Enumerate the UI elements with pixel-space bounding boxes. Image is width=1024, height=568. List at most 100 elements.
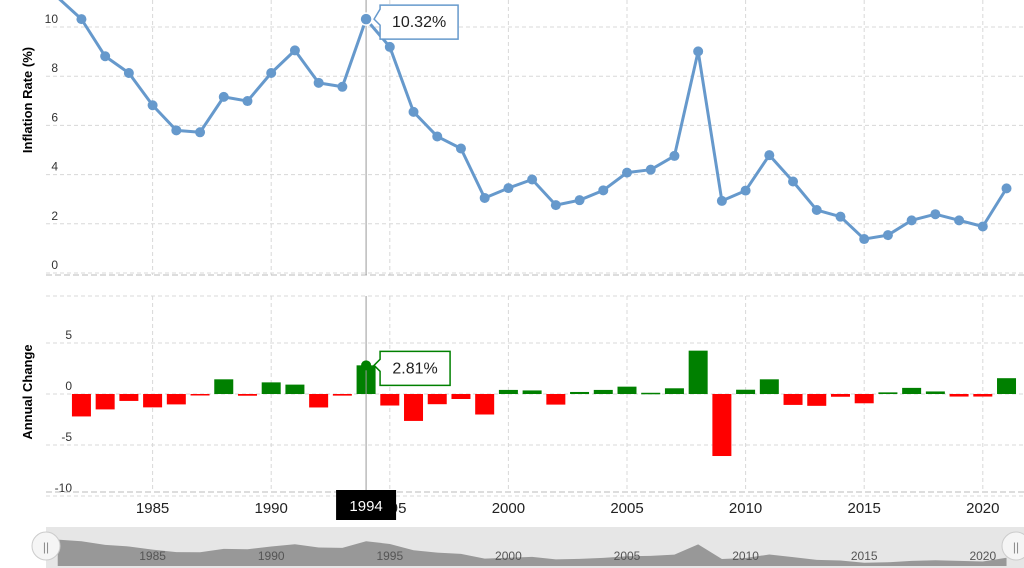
bottom-ytick-label: 5 xyxy=(65,328,72,342)
crosshair-year-label: 1994 xyxy=(349,498,382,515)
annual-change-bar xyxy=(854,394,874,404)
navigator-tick-label: 2010 xyxy=(732,549,759,563)
navigator-tick-label: 2000 xyxy=(495,549,522,563)
navigator-handle-grip-icon: || xyxy=(43,540,49,554)
inflation-point xyxy=(218,91,229,102)
inflation-point xyxy=(669,150,680,161)
annual-change-bar xyxy=(285,384,305,394)
annual-change-bar xyxy=(570,391,590,394)
navigator[interactable]: 1985 1990 1995 2000 2005 2010 2015 2020 || || xyxy=(31,527,1024,568)
tooltip-marker-top xyxy=(359,12,373,26)
inflation-point xyxy=(574,195,585,206)
navigator-handle-grip-icon: || xyxy=(1013,540,1019,554)
navigator-handle-knob[interactable] xyxy=(31,531,61,561)
top-ytick-label: 6 xyxy=(51,110,58,124)
tooltip-box-bottom xyxy=(373,350,451,387)
annual-change-bar xyxy=(925,391,945,394)
annual-change-bar xyxy=(997,378,1017,394)
bottom-ylabel: Annual Change xyxy=(20,344,35,439)
inflation-point xyxy=(740,185,751,196)
inflation-point xyxy=(1001,183,1012,194)
xtick-label: 2010 xyxy=(729,500,762,517)
tooltips: 10.32% 2.81% xyxy=(359,4,459,387)
inflation-point xyxy=(455,143,466,154)
inflation-point xyxy=(882,230,893,241)
axis-labels: Inflation Rate (%) Annual Change xyxy=(20,47,35,440)
annual-change-bar xyxy=(736,389,756,394)
annual-change-bar xyxy=(475,394,495,415)
annual-change-bar xyxy=(332,394,352,396)
annual-change-bar xyxy=(427,394,447,405)
annual-change-bar xyxy=(593,389,613,394)
navigator-handle-knob[interactable] xyxy=(1001,531,1024,561)
annual-change-bar xyxy=(380,394,400,406)
inflation-point xyxy=(479,192,490,203)
xtick-label: 2015 xyxy=(848,500,881,517)
xtick-label: 2000 xyxy=(492,500,525,517)
bottom-ytick-label: -5 xyxy=(61,430,72,444)
inflation-point xyxy=(76,14,87,25)
annual-change-bar xyxy=(878,392,898,394)
annual-change-bar xyxy=(95,394,115,410)
inflation-point xyxy=(906,215,917,226)
bars-layer xyxy=(71,350,1017,457)
inflation-point xyxy=(622,167,632,178)
navigator-tick-label: 1995 xyxy=(376,549,403,563)
inflation-point xyxy=(716,195,727,206)
annual-change-bar xyxy=(664,388,684,394)
inflation-point xyxy=(266,68,277,79)
annual-change-bar xyxy=(71,394,91,417)
navigator-handle-right[interactable]: || xyxy=(1001,531,1024,561)
annual-change-bar xyxy=(973,394,993,397)
crosshair: 1994 xyxy=(336,0,397,520)
inflation-point xyxy=(337,81,348,92)
inflation-point xyxy=(811,205,822,216)
navigator-tick-label: 2005 xyxy=(614,549,641,563)
inflation-point xyxy=(527,174,538,185)
annual-change-bar xyxy=(522,390,542,394)
navigator-handle-left[interactable]: || xyxy=(31,531,61,561)
top-ytick-label: 10 xyxy=(45,12,59,26)
annual-change-bar xyxy=(830,394,850,397)
inflation-point xyxy=(645,164,656,175)
navigator-tick-label: 1985 xyxy=(139,549,166,563)
inflation-point xyxy=(123,68,134,79)
annual-change-bar xyxy=(783,394,803,405)
tooltip-value-top: 10.32% xyxy=(392,14,446,31)
inflation-point xyxy=(930,209,941,220)
navigator-tick-label: 1990 xyxy=(258,549,285,563)
annual-change-bar xyxy=(166,394,186,405)
inflation-point xyxy=(788,176,799,187)
crosshair-year-box xyxy=(336,490,397,520)
inflation-point xyxy=(835,211,846,222)
inflation-point xyxy=(100,51,111,62)
inflation-point xyxy=(408,106,419,117)
inflation-point xyxy=(954,215,965,226)
inflation-point xyxy=(289,45,300,56)
inflation-point xyxy=(384,41,395,52)
annual-change-bar xyxy=(641,392,661,395)
tooltip-marker-bottom xyxy=(361,360,372,371)
grid-layer: 0 2 4 6 8 10 -10 -5 0 5 xyxy=(45,0,1024,497)
annual-change-bar xyxy=(688,350,708,394)
annual-change-bar xyxy=(214,379,234,394)
annual-change-bar xyxy=(237,394,257,396)
annual-change-bar xyxy=(404,394,424,421)
navigator-series-area xyxy=(57,539,1007,566)
inflation-point xyxy=(313,77,324,88)
annual-change-bar xyxy=(759,379,779,394)
navigator-tick-label: 2015 xyxy=(851,549,878,563)
xtick-label: 2005 xyxy=(610,500,643,517)
inflation-point xyxy=(242,96,253,107)
top-ytick-label: 2 xyxy=(51,209,58,223)
inflation-point xyxy=(432,131,443,142)
inflation-point xyxy=(977,221,988,232)
xtick-label: 1990 xyxy=(255,500,288,517)
inflation-point xyxy=(764,150,775,161)
xtick-label: 1985 xyxy=(136,500,169,517)
annual-change-bar xyxy=(261,382,281,394)
tooltip-box-top xyxy=(373,4,459,40)
annual-change-bar xyxy=(498,389,518,394)
annual-change-bar xyxy=(712,394,732,457)
